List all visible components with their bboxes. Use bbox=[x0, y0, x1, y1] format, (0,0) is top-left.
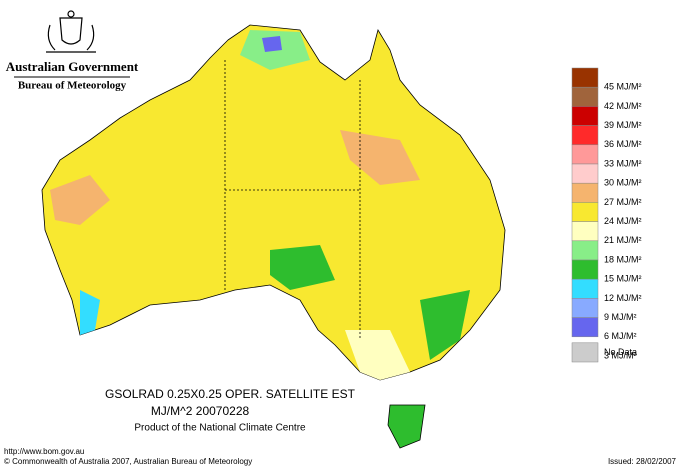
legend-label: 45 MJ/M² bbox=[604, 82, 642, 92]
map-title: GSOLRAD 0.25X0.25 OPER. SATELLITE EST bbox=[105, 387, 356, 401]
legend-label: 42 MJ/M² bbox=[604, 101, 642, 111]
legend-swatch bbox=[571, 221, 599, 242]
legend-label: 30 MJ/M² bbox=[604, 178, 642, 188]
legend-label: 9 MJ/M² bbox=[604, 312, 637, 322]
legend-swatch bbox=[571, 278, 599, 299]
legend-swatch bbox=[571, 240, 599, 261]
map bbox=[41, 24, 506, 449]
legend-swatch bbox=[571, 259, 599, 280]
legend-label: 27 MJ/M² bbox=[604, 197, 642, 207]
legend-swatch bbox=[571, 298, 599, 318]
legend-label: 36 MJ/M² bbox=[604, 139, 642, 149]
legend-label: 39 MJ/M² bbox=[604, 120, 642, 130]
legend-label: 15 MJ/M² bbox=[604, 274, 642, 284]
legend-swatch bbox=[571, 106, 599, 126]
legend-swatch bbox=[571, 202, 599, 222]
legend-label: 33 MJ/M² bbox=[604, 158, 642, 168]
legend-swatch bbox=[571, 342, 599, 363]
copyright: © Commonwealth of Australia 2007, Austra… bbox=[4, 457, 252, 466]
legend-swatch bbox=[571, 317, 599, 338]
legend: 45 MJ/M² 42 MJ/M² 39 MJ/M² 36 MJ/M² 33 MJ/M²… bbox=[571, 67, 642, 363]
legend-swatch bbox=[571, 163, 599, 184]
legend-label: 6 MJ/M² bbox=[604, 331, 637, 341]
legend-swatch bbox=[571, 86, 599, 107]
map-subtitle: MJ/M^2 20070228 bbox=[151, 404, 250, 418]
legend-swatch bbox=[571, 67, 599, 88]
legend-swatch bbox=[571, 125, 599, 146]
legend-label: 24 MJ/M² bbox=[604, 216, 642, 226]
legend-label: 18 MJ/M² bbox=[604, 254, 642, 264]
legend-swatch bbox=[571, 182, 599, 203]
government: Australian Government bbox=[6, 59, 139, 74]
issued: Issued: 28/02/2007 bbox=[608, 457, 677, 466]
legend-label: No Data bbox=[604, 347, 637, 357]
crest bbox=[46, 10, 96, 53]
credit: Product of the National Climate Centre bbox=[134, 423, 306, 434]
bureau: Bureau of Meteorology bbox=[18, 80, 127, 92]
legend-label: 12 MJ/M² bbox=[604, 293, 642, 303]
legend-swatch bbox=[571, 144, 599, 165]
legend-label: 3 MJ/M² bbox=[604, 350, 637, 360]
legend-label: 21 MJ/M² bbox=[604, 235, 642, 245]
url: http://www.bom.gov.au bbox=[4, 447, 84, 456]
